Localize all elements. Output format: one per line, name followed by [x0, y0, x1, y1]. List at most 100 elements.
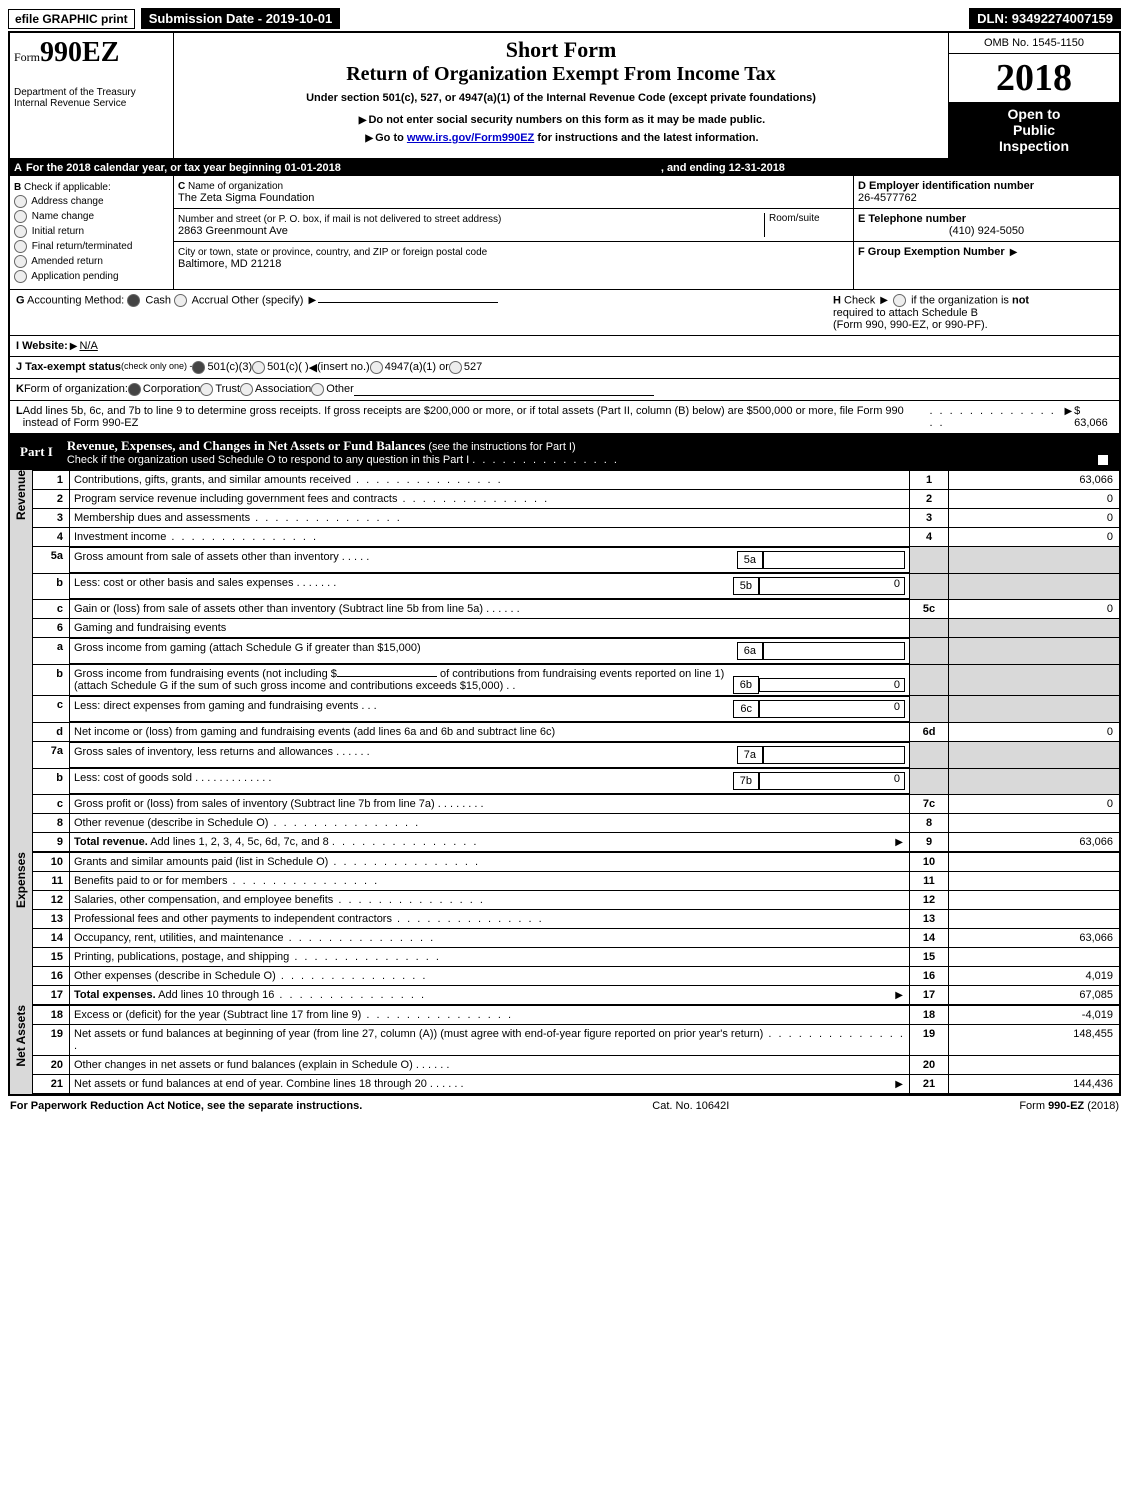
trust-radio[interactable] [200, 383, 213, 396]
return-title: Return of Organization Exempt From Incom… [178, 63, 944, 86]
line-4-value: 0 [949, 528, 1120, 547]
schedule-o-checkbox[interactable] [1097, 454, 1109, 466]
form-header: Form990EZ Department of the Treasury Int… [10, 33, 1119, 160]
irs-link[interactable]: www.irs.gov/Form990EZ [407, 132, 534, 144]
open-public-inspection: Open toPublicInspection [949, 102, 1119, 158]
501c3-radio[interactable] [192, 361, 205, 374]
irs-label: Internal Revenue Service [14, 98, 169, 109]
org-street: 2863 Greenmount Ave [178, 225, 288, 237]
line-3-value: 0 [949, 509, 1120, 528]
line-8: 8Other revenue (describe in Schedule O)8 [33, 814, 1119, 833]
line-6c: cLess: direct expenses from gaming and f… [33, 696, 1119, 723]
form-frame: Form990EZ Department of the Treasury Int… [8, 31, 1121, 1096]
part-1-header: Part I Revenue, Expenses, and Changes in… [10, 433, 1119, 470]
line-17: 17Total expenses. Add lines 10 through 1… [33, 986, 1119, 1005]
line-5a: 5aGross amount from sale of assets other… [33, 547, 1119, 574]
net-assets-section: Net Assets 18Excess or (deficit) for the… [10, 1005, 1119, 1094]
line-21: 21Net assets or fund balances at end of … [33, 1075, 1119, 1094]
line-16-value: 4,019 [949, 967, 1120, 986]
row-j-tax-exempt: J Tax-exempt status (check only one) - 5… [10, 357, 1119, 379]
line-19: 19Net assets or fund balances at beginni… [33, 1025, 1119, 1056]
goto-line: Go to www.irs.gov/Form990EZ for instruct… [178, 132, 944, 144]
line-11: 11Benefits paid to or for members11 [33, 872, 1119, 891]
ein-label: D Employer identification number [858, 180, 1034, 192]
org-city: Baltimore, MD 21218 [178, 258, 281, 270]
schedule-b-checkbox[interactable] [893, 294, 906, 307]
revenue-section: Revenue 1Contributions, gifts, grants, a… [10, 470, 1119, 852]
line-7b: bLess: cost of goods sold . . . . . . . … [33, 768, 1119, 795]
line-17-value: 67,085 [949, 986, 1120, 1005]
name-change-checkbox[interactable] [14, 210, 27, 223]
org-name: The Zeta Sigma Foundation [178, 192, 314, 204]
row-k-form-org: K Form of organization: Corporation Trus… [10, 379, 1119, 401]
column-d-e-f: D Employer identification number 26-4577… [853, 176, 1119, 289]
address-change-checkbox[interactable] [14, 195, 27, 208]
application-pending-checkbox[interactable] [14, 270, 27, 283]
4947-radio[interactable] [370, 361, 383, 374]
line-2-value: 0 [949, 490, 1120, 509]
line-14: 14Occupancy, rent, utilities, and mainte… [33, 929, 1119, 948]
room-suite-label: Room/suite [764, 213, 849, 237]
line-6d: dNet income or (loss) from gaming and fu… [33, 723, 1119, 742]
other-org-radio[interactable] [311, 383, 324, 396]
form-ref: Form 990-EZ (2018) [1019, 1100, 1119, 1112]
form-990ez: 990EZ [40, 37, 119, 68]
row-g-h: G Accounting Method: Cash Accrual Other … [10, 290, 1119, 336]
501c-radio[interactable] [252, 361, 265, 374]
block-b-through-f: B Check if applicable: Address change Na… [10, 176, 1119, 290]
form-prefix: Form [14, 50, 40, 64]
line-6b: bGross income from fundraising events (n… [33, 665, 1119, 696]
line-8-value [949, 814, 1120, 833]
line-1-value: 63,066 [949, 471, 1120, 490]
corporation-radio[interactable] [128, 383, 141, 396]
line-7a: 7aGross sales of inventory, less returns… [33, 742, 1119, 769]
short-form-title: Short Form [178, 37, 944, 63]
line-7c: cGross profit or (loss) from sales of in… [33, 795, 1119, 814]
column-b-checkboxes: B Check if applicable: Address change Na… [10, 176, 174, 289]
group-exemption-label: F Group Exemption Number [858, 246, 1005, 258]
line-4: 4Investment income40 [33, 528, 1119, 547]
line-16: 16Other expenses (describe in Schedule O… [33, 967, 1119, 986]
line-18-value: -4,019 [949, 1006, 1120, 1025]
line-3: 3Membership dues and assessments30 [33, 509, 1119, 528]
line-14-value: 63,066 [949, 929, 1120, 948]
row-l-gross-receipts: L Add lines 5b, 6c, and 7b to line 9 to … [10, 401, 1119, 433]
line-12: 12Salaries, other compensation, and empl… [33, 891, 1119, 910]
line-6: 6Gaming and fundraising events [33, 619, 1119, 638]
amended-return-checkbox[interactable] [14, 255, 27, 268]
row-i-website: I Website: N/A [10, 336, 1119, 357]
tax-year: 2018 [949, 54, 1119, 102]
top-bar: efile GRAPHIC print Submission Date - 20… [8, 8, 1121, 29]
efile-print-button[interactable]: efile GRAPHIC print [8, 9, 135, 29]
association-radio[interactable] [240, 383, 253, 396]
line-7c-value: 0 [949, 795, 1120, 814]
dln-label: DLN: 93492274007159 [969, 8, 1121, 29]
gross-receipts-value: $ 63,066 [1074, 405, 1113, 429]
527-radio[interactable] [449, 361, 462, 374]
catalog-number: Cat. No. 10642I [652, 1100, 729, 1112]
cash-method-radio[interactable] [127, 294, 140, 307]
line-9: 9Total revenue. Total revenue. Add lines… [33, 833, 1119, 852]
phone-value: (410) 924-5050 [858, 225, 1115, 237]
line-1: 1Contributions, gifts, grants, and simil… [33, 471, 1119, 490]
subtitle: Under section 501(c), 527, or 4947(a)(1)… [178, 92, 944, 104]
line-18: 18Excess or (deficit) for the year (Subt… [33, 1006, 1119, 1025]
final-return-checkbox[interactable] [14, 240, 27, 253]
expenses-tab: Expenses [10, 852, 33, 1005]
net-assets-tab: Net Assets [10, 1005, 33, 1094]
line-2: 2Program service revenue including gover… [33, 490, 1119, 509]
line-15: 15Printing, publications, postage, and s… [33, 948, 1119, 967]
revenue-tab: Revenue [10, 470, 33, 852]
dept-treasury: Department of the Treasury [14, 87, 169, 98]
column-c-org-info: C Name of organization The Zeta Sigma Fo… [174, 176, 853, 289]
submission-date: Submission Date - 2019-10-01 [141, 8, 341, 29]
form-number: Form990EZ [14, 37, 169, 69]
line-19-value: 148,455 [949, 1025, 1120, 1056]
line-5b: bLess: cost or other basis and sales exp… [33, 573, 1119, 600]
accrual-method-radio[interactable] [174, 294, 187, 307]
part-1-tab: Part I [10, 440, 63, 464]
paperwork-notice: For Paperwork Reduction Act Notice, see … [10, 1100, 362, 1112]
website-value: N/A [79, 340, 97, 352]
omb-number: OMB No. 1545-1150 [949, 33, 1119, 54]
initial-return-checkbox[interactable] [14, 225, 27, 238]
